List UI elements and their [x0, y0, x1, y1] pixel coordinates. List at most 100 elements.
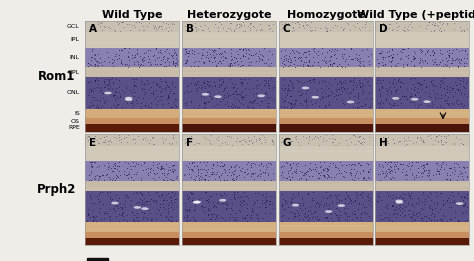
- Point: [428, 79, 435, 83]
- Point: [420, 214, 428, 218]
- Bar: [85, 181, 179, 191]
- Point: [208, 172, 216, 176]
- Point: [262, 194, 270, 198]
- Point: [278, 22, 286, 26]
- Point: [250, 161, 257, 165]
- Point: [378, 139, 385, 143]
- Point: [182, 103, 190, 108]
- Point: [91, 62, 99, 66]
- Point: [401, 173, 409, 177]
- Point: [92, 218, 100, 223]
- Point: [427, 94, 435, 99]
- Point: [405, 194, 413, 198]
- Point: [241, 46, 249, 50]
- Point: [448, 190, 456, 194]
- Point: [200, 61, 208, 65]
- Point: [303, 91, 310, 95]
- Point: [249, 100, 256, 104]
- Point: [279, 204, 286, 208]
- Point: [433, 201, 441, 206]
- Point: [418, 48, 425, 52]
- Point: [208, 60, 215, 64]
- Point: [180, 215, 188, 220]
- Point: [240, 175, 248, 179]
- Point: [328, 49, 335, 53]
- Point: [351, 162, 358, 166]
- Point: [212, 172, 219, 176]
- Point: [206, 83, 213, 87]
- Point: [209, 200, 217, 205]
- Point: [230, 178, 237, 182]
- Point: [454, 219, 461, 223]
- Point: [108, 178, 116, 182]
- Point: [109, 103, 117, 107]
- Point: [388, 48, 396, 52]
- Point: [236, 78, 244, 82]
- Point: [414, 214, 421, 218]
- Point: [343, 21, 351, 25]
- Point: [169, 169, 177, 174]
- Point: [113, 198, 121, 202]
- Point: [443, 177, 450, 181]
- Point: [126, 88, 134, 92]
- Point: [219, 54, 227, 58]
- Point: [130, 60, 138, 64]
- Point: [459, 198, 467, 202]
- Point: [102, 99, 110, 103]
- Point: [385, 54, 393, 58]
- Point: [89, 88, 97, 93]
- Point: [89, 219, 96, 223]
- Point: [220, 178, 228, 182]
- Point: [244, 213, 251, 217]
- Point: [138, 86, 146, 90]
- Point: [232, 177, 240, 181]
- Point: [206, 194, 214, 198]
- Point: [150, 26, 158, 30]
- Point: [386, 85, 393, 89]
- Point: [400, 81, 407, 85]
- Point: [237, 81, 245, 85]
- Point: [163, 80, 170, 84]
- Point: [234, 62, 242, 66]
- Point: [323, 166, 331, 170]
- Point: [458, 174, 466, 178]
- Point: [84, 212, 92, 216]
- Point: [317, 164, 324, 169]
- Point: [336, 79, 344, 83]
- Point: [375, 87, 383, 91]
- Point: [142, 167, 150, 171]
- Bar: [375, 32, 469, 48]
- Point: [322, 215, 330, 219]
- Point: [402, 177, 410, 181]
- Point: [162, 60, 169, 64]
- Point: [364, 175, 372, 179]
- Point: [433, 200, 441, 204]
- Point: [289, 139, 296, 143]
- Point: [303, 88, 311, 92]
- Point: [168, 202, 176, 206]
- Point: [133, 218, 141, 223]
- Point: [447, 173, 454, 177]
- Point: [143, 24, 151, 28]
- Point: [287, 87, 295, 92]
- Point: [269, 206, 277, 210]
- Point: [186, 207, 193, 211]
- Point: [226, 61, 234, 65]
- Point: [220, 162, 228, 166]
- Point: [217, 177, 224, 182]
- Point: [269, 170, 277, 175]
- Point: [191, 51, 198, 56]
- Point: [457, 57, 465, 62]
- Point: [195, 197, 202, 201]
- Point: [266, 211, 274, 215]
- Point: [151, 135, 158, 139]
- Point: [103, 83, 111, 87]
- Point: [91, 98, 98, 102]
- Point: [191, 207, 199, 211]
- Point: [116, 29, 123, 33]
- Point: [219, 216, 227, 220]
- Point: [422, 168, 430, 172]
- Ellipse shape: [411, 98, 419, 101]
- Point: [454, 191, 461, 195]
- Point: [96, 164, 103, 168]
